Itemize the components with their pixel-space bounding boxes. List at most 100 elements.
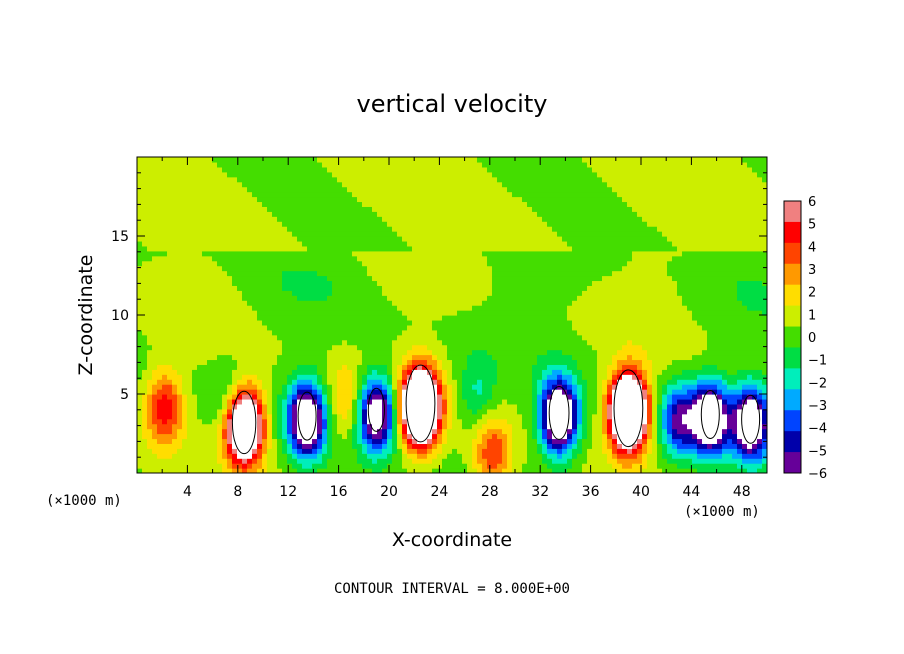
heatmap-cell bbox=[447, 398, 453, 405]
heatmap-cell bbox=[182, 181, 188, 188]
heatmap-cell bbox=[342, 468, 348, 473]
heatmap-cell bbox=[282, 250, 288, 257]
heatmap-cell bbox=[377, 354, 383, 361]
heatmap-cell bbox=[197, 379, 203, 385]
heatmap-cell bbox=[487, 280, 493, 286]
heatmap-cell bbox=[362, 157, 368, 163]
heatmap-cell bbox=[442, 206, 448, 212]
heatmap-cell bbox=[247, 176, 253, 183]
heatmap-cell bbox=[272, 221, 278, 227]
heatmap-cell bbox=[347, 398, 353, 405]
heatmap-cell bbox=[187, 329, 193, 336]
heatmap-cell bbox=[302, 285, 308, 291]
heatmap-cell bbox=[452, 300, 458, 306]
heatmap-cell bbox=[477, 438, 483, 444]
heatmap-cell bbox=[517, 448, 523, 454]
heatmap-cell bbox=[297, 240, 303, 247]
heatmap-cell bbox=[202, 354, 208, 361]
heatmap-cell bbox=[422, 211, 428, 217]
heatmap-cell bbox=[207, 453, 213, 459]
heatmap-cell bbox=[222, 315, 228, 321]
heatmap-cell bbox=[387, 394, 393, 400]
heatmap-cell bbox=[287, 181, 293, 188]
heatmap-cell bbox=[467, 260, 473, 267]
heatmap-cell bbox=[282, 275, 288, 282]
heatmap-cell bbox=[227, 413, 233, 420]
heatmap-cell bbox=[212, 394, 218, 400]
heatmap-cell bbox=[217, 315, 223, 321]
heatmap-cell bbox=[187, 418, 193, 425]
heatmap-cell bbox=[477, 418, 483, 425]
heatmap-cell bbox=[407, 265, 413, 272]
heatmap-cell bbox=[207, 349, 213, 356]
heatmap-cell bbox=[197, 448, 203, 454]
heatmap-cell bbox=[452, 428, 458, 435]
heatmap-cell bbox=[357, 468, 363, 473]
heatmap-cell bbox=[367, 344, 373, 351]
heatmap-cell bbox=[217, 453, 223, 459]
heatmap-cell bbox=[342, 161, 348, 168]
heatmap-cell bbox=[507, 379, 513, 385]
heatmap-cell bbox=[417, 300, 423, 306]
heatmap-cell bbox=[177, 379, 183, 385]
heatmap-cell bbox=[457, 191, 463, 198]
heatmap-cell bbox=[357, 260, 363, 267]
heatmap-cell bbox=[337, 438, 343, 444]
heatmap-cell bbox=[437, 413, 443, 420]
heatmap-cell bbox=[377, 319, 383, 326]
heatmap-cell bbox=[217, 191, 223, 198]
heatmap-cell bbox=[237, 260, 243, 267]
heatmap-cell bbox=[177, 438, 183, 444]
heatmap-cell bbox=[497, 171, 503, 178]
heatmap-cell bbox=[187, 374, 193, 380]
heatmap-cell bbox=[197, 255, 203, 262]
heatmap-cell bbox=[422, 231, 428, 237]
heatmap-cell bbox=[322, 389, 328, 395]
heatmap-cell bbox=[282, 305, 288, 311]
heatmap-cell bbox=[142, 438, 148, 444]
heatmap-cell bbox=[167, 295, 173, 301]
heatmap-cell bbox=[212, 221, 218, 227]
heatmap-cell bbox=[402, 403, 408, 410]
heatmap-cell bbox=[457, 359, 463, 365]
heatmap-cell bbox=[222, 265, 228, 272]
heatmap-cell bbox=[322, 181, 328, 188]
heatmap-cell bbox=[327, 216, 333, 222]
heatmap-cell bbox=[167, 255, 173, 262]
heatmap-cell bbox=[247, 240, 253, 247]
heatmap-cell bbox=[312, 359, 318, 365]
heatmap-cell bbox=[207, 260, 213, 267]
heatmap-cell bbox=[287, 176, 293, 183]
heatmap-cell bbox=[312, 236, 318, 242]
heatmap-cell bbox=[257, 300, 263, 306]
heatmap-cell bbox=[162, 305, 168, 311]
heatmap-cell bbox=[237, 265, 243, 272]
heatmap-cell bbox=[522, 423, 528, 430]
heatmap-cell bbox=[442, 398, 448, 405]
heatmap-cell bbox=[422, 236, 428, 242]
heatmap-cell bbox=[512, 290, 518, 296]
heatmap-cell bbox=[502, 389, 508, 395]
heatmap-cell bbox=[292, 398, 298, 405]
heatmap-cell bbox=[482, 374, 488, 380]
heatmap-cell bbox=[257, 433, 263, 440]
heatmap-cell bbox=[257, 285, 263, 291]
heatmap-cell bbox=[162, 245, 168, 252]
heatmap-cell bbox=[522, 161, 528, 168]
heatmap-cell bbox=[502, 280, 508, 286]
heatmap-cell bbox=[252, 403, 258, 410]
heatmap-cell bbox=[417, 379, 423, 385]
heatmap-cell bbox=[297, 226, 303, 232]
heatmap-cell bbox=[222, 211, 228, 217]
heatmap-cell bbox=[272, 181, 278, 188]
heatmap-cell bbox=[362, 448, 368, 454]
heatmap-cell bbox=[402, 255, 408, 262]
heatmap-cell bbox=[352, 468, 358, 473]
heatmap-cell bbox=[337, 379, 343, 385]
heatmap-cell bbox=[397, 161, 403, 168]
heatmap-cell bbox=[232, 319, 238, 326]
heatmap-cell bbox=[342, 349, 348, 356]
heatmap-cell bbox=[262, 339, 268, 346]
heatmap-cell bbox=[312, 285, 318, 291]
heatmap-cell bbox=[482, 369, 488, 375]
